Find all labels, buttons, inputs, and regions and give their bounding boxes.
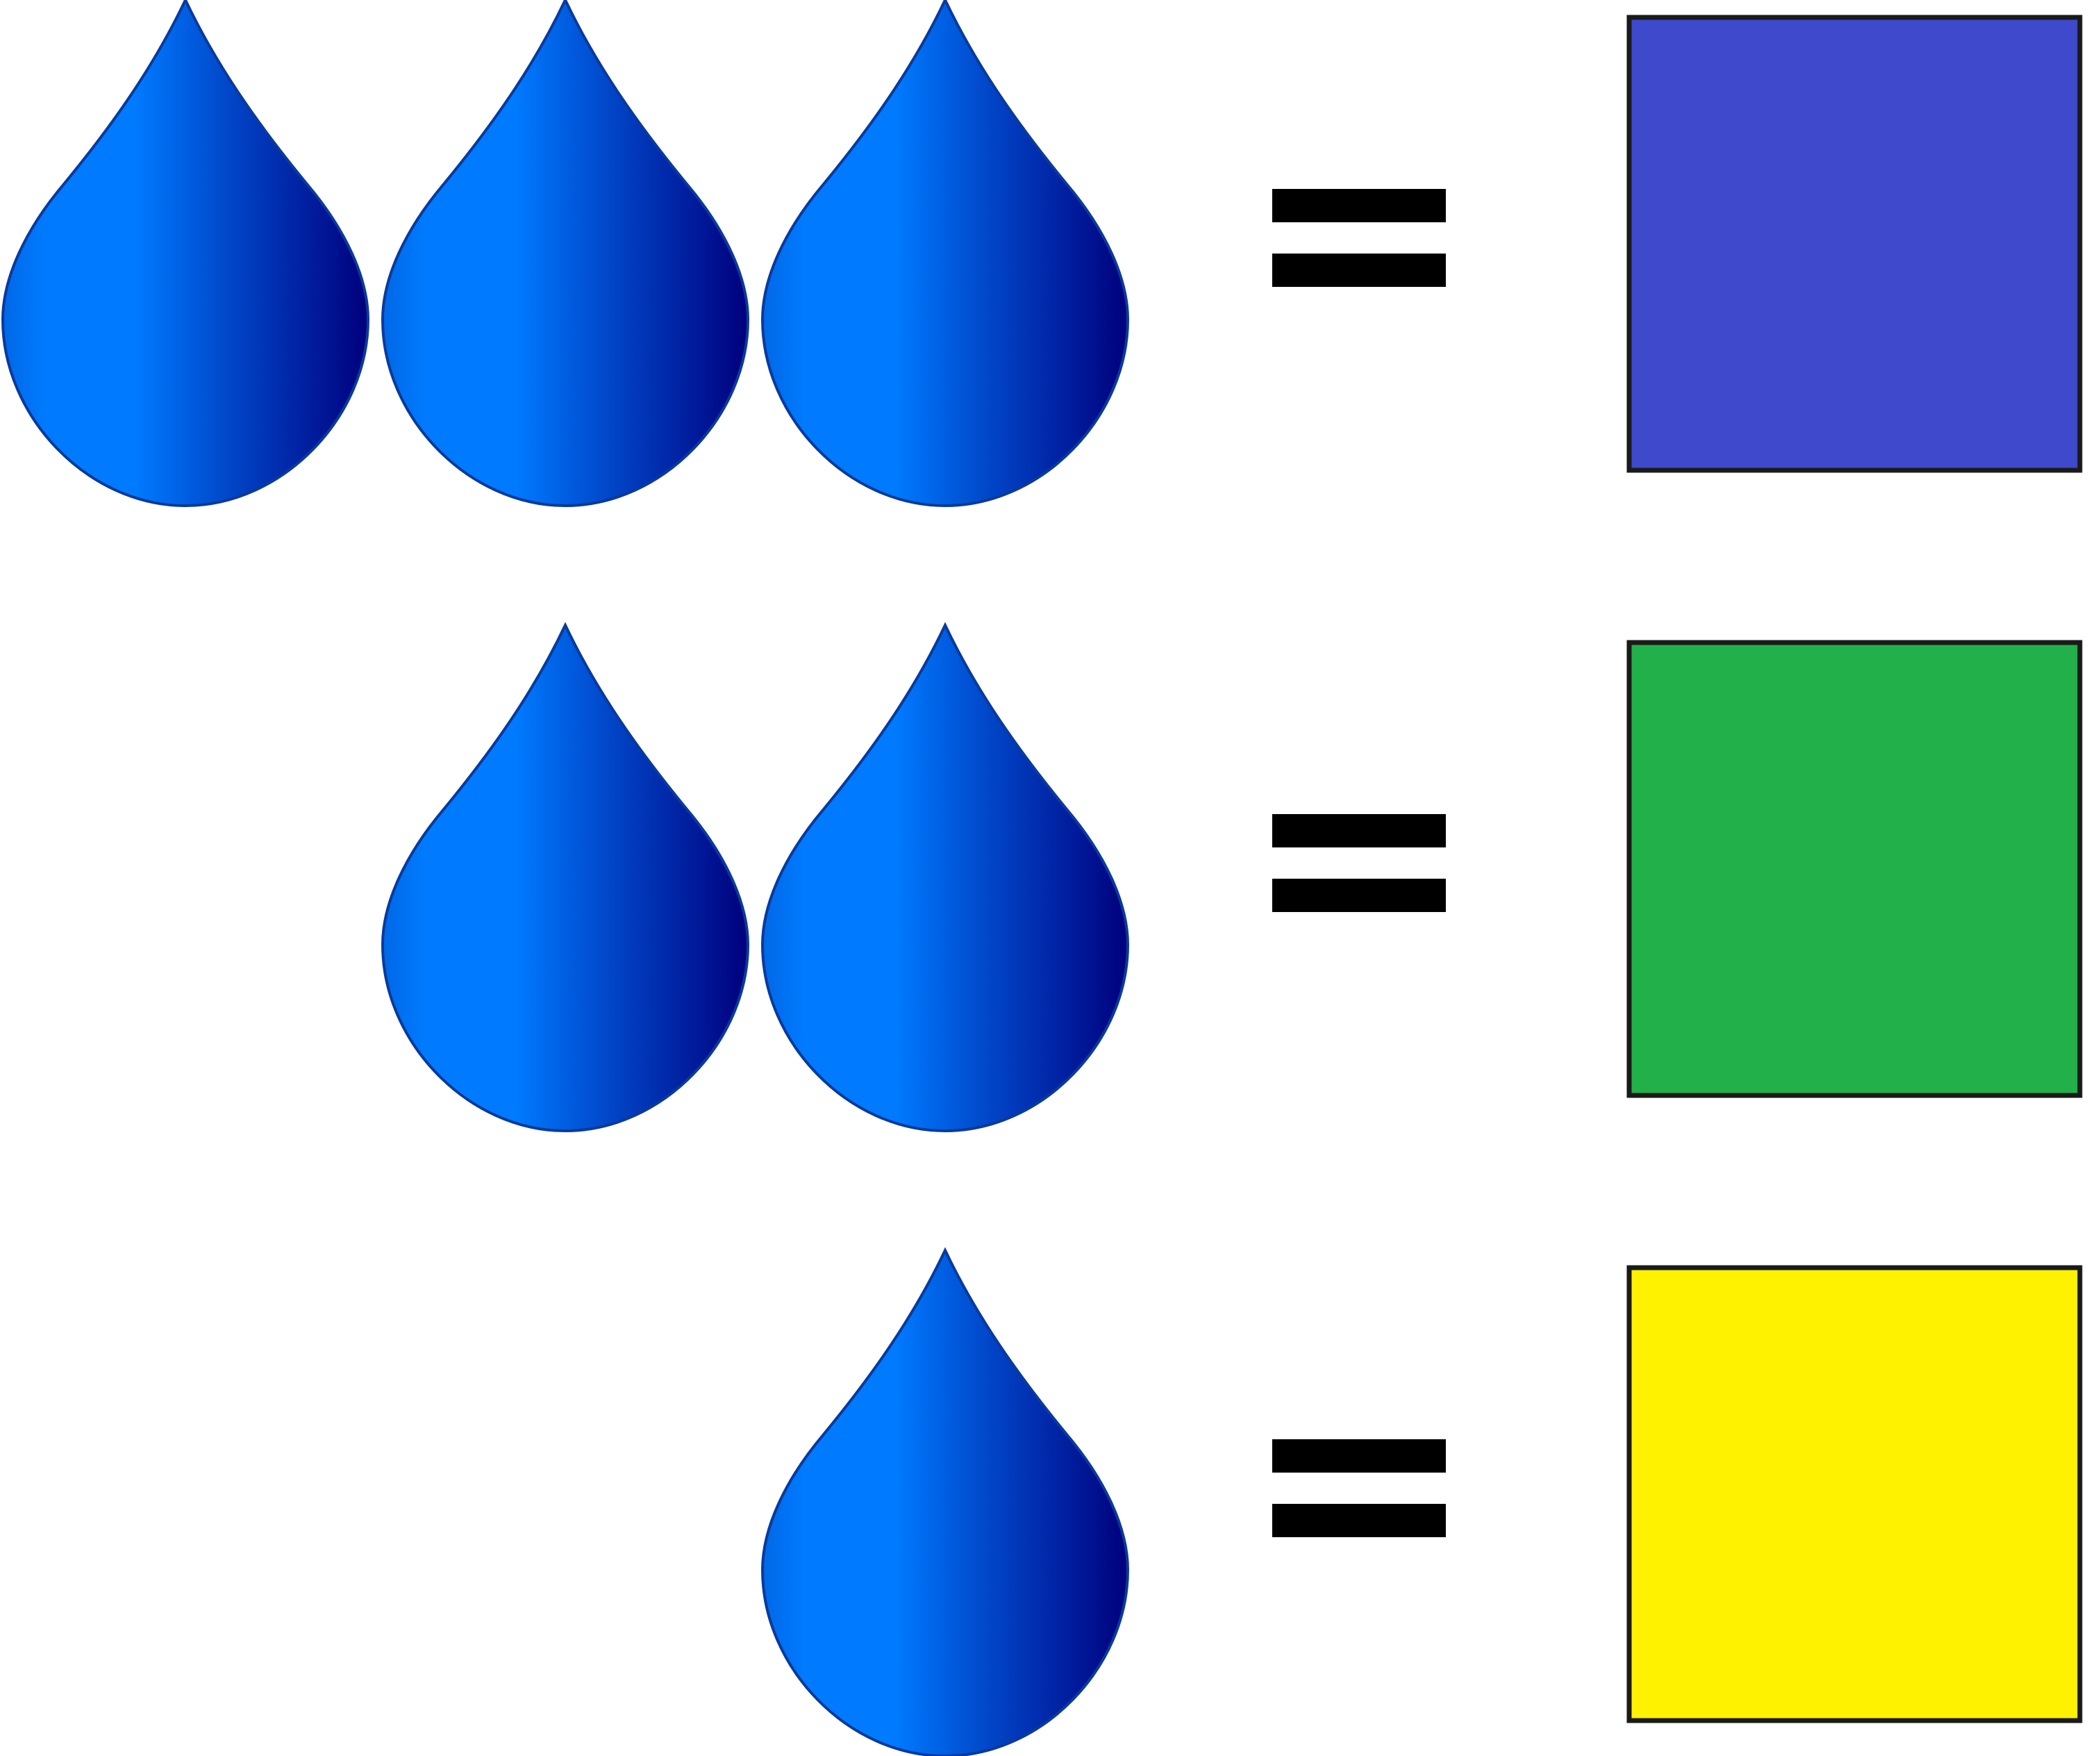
- water-drop-icon: [760, 622, 1130, 1133]
- water-drop-icon: [760, 0, 1130, 508]
- equals-bar: [1272, 879, 1446, 912]
- color-square: [1626, 1265, 2083, 1723]
- water-drop-icon: [1, 0, 370, 508]
- equals-bar: [1272, 1504, 1446, 1537]
- equals-sign: [1272, 1439, 1446, 1537]
- water-drop-icon: [760, 1247, 1130, 1756]
- equals-bar: [1272, 1439, 1446, 1473]
- equals-sign: [1272, 189, 1446, 287]
- equals-sign: [1272, 814, 1446, 912]
- water-drop-icon: [381, 0, 750, 508]
- color-square: [1626, 640, 2083, 1098]
- equals-bar: [1272, 254, 1446, 287]
- equation-row: [760, 1247, 2083, 1756]
- color-square: [1626, 15, 2083, 473]
- equals-bar: [1272, 189, 1446, 222]
- water-drop-icon: [381, 622, 750, 1133]
- equation-row: [381, 622, 2083, 1133]
- equals-bar: [1272, 814, 1446, 847]
- equation-row: [1, 0, 2083, 508]
